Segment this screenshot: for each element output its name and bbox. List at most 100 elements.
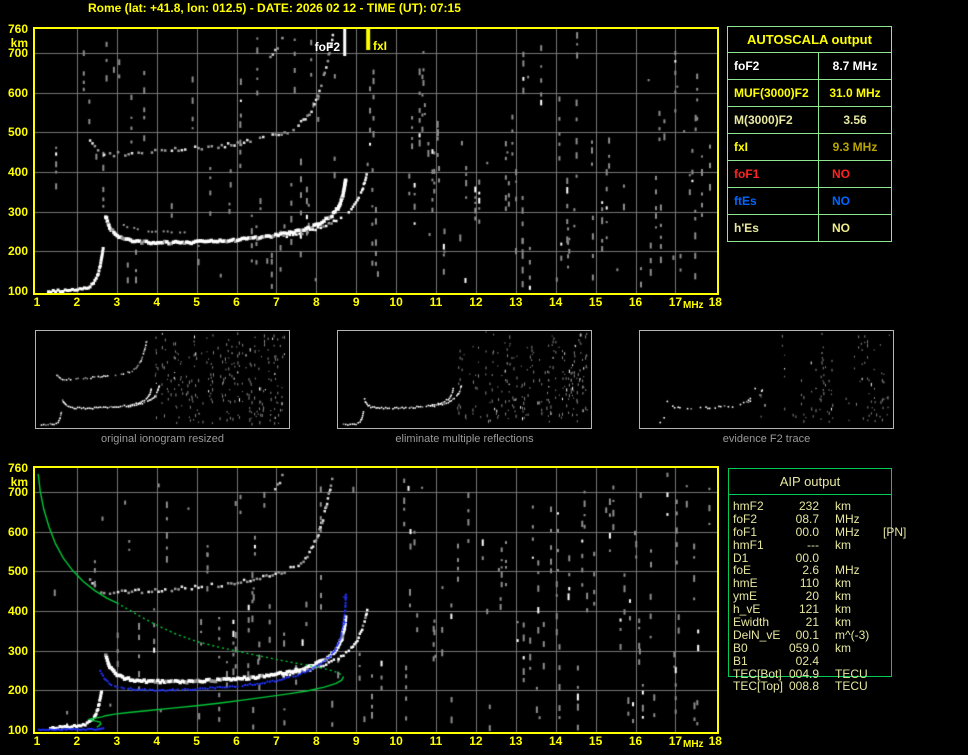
x-axis-tick-label: 3 [113, 295, 121, 309]
thumbnail-eliminate-canvas [338, 331, 591, 428]
aip-unit: km [835, 615, 851, 630]
x-axis-tick-label: 8 [312, 734, 320, 748]
aip-label: h_vE [733, 602, 761, 617]
aip-value: 121 [798, 602, 819, 617]
x-axis-tick-label: 18 [708, 295, 722, 309]
x-axis-tick-label: 4 [153, 295, 161, 309]
y-axis-tick-label: 300 [7, 643, 28, 658]
aip-row: h_vE 121 km [733, 603, 965, 616]
thumbnail-original-ionogram [35, 330, 290, 429]
aip-value: 00.0 [795, 550, 819, 565]
y-axis-tick-label: 760 [7, 22, 28, 36]
aip-label: B1 [733, 653, 748, 668]
x-axis-tick-label: 18 [708, 734, 722, 748]
aip-label: hmF1 [733, 537, 764, 552]
aip-label: foF2 [733, 511, 758, 526]
thumbnail-evidence-f2 [639, 330, 894, 429]
aip-value: --- [807, 537, 819, 552]
aip-label: hmE [733, 576, 758, 591]
aip-label: hmF2 [733, 499, 764, 513]
aip-output-box: AIP output [728, 468, 892, 677]
aip-unit: MHz [835, 563, 860, 578]
y-axis-tick-label: 700 [7, 484, 28, 499]
aip-unit: km [835, 537, 851, 552]
aip-value: 2.6 [802, 563, 819, 578]
autoscala-row: fxI 9.3 MHz [728, 134, 891, 161]
autoscala-row-label: fxI [728, 134, 819, 160]
y-axis-tick-label: 600 [7, 524, 28, 539]
x-axis-tick-label: 9 [352, 734, 360, 748]
x-axis-tick-label: 1 [33, 295, 41, 309]
aip-unit: km [835, 499, 851, 513]
y-axis-tick-label: 700 [7, 45, 28, 60]
autoscala-row: foF2 8.7 MHz [728, 53, 891, 80]
aip-row: B1 02.4 [733, 653, 965, 668]
autoscala-row: M(3000)F2 3.56 [728, 107, 891, 134]
aip-unit: MHz [835, 524, 860, 539]
aip-value: 02.4 [795, 653, 819, 668]
x-axis-tick-label: 6 [233, 734, 240, 748]
y-axis-tick-label: 100 [7, 723, 28, 737]
x-axis-tick-label: 11 [429, 734, 443, 748]
y-axis-unit-bottom: km [10, 475, 28, 489]
aip-label: B0 [733, 640, 748, 655]
autoscala-row-value: 3.56 [843, 113, 867, 127]
x-axis-tick-label: 4 [153, 734, 161, 748]
aip-value: 004.9 [788, 666, 819, 681]
autoscala-row-label: MUF(3000)F2 [728, 80, 819, 106]
x-axis-tick-label: 10 [389, 734, 403, 748]
thumbnail-evidence-canvas [640, 331, 893, 428]
aip-row: B0 059.0 km [733, 640, 965, 655]
y-axis-tick-label: 100 [7, 284, 28, 298]
aip-label: foF1 [733, 524, 758, 539]
y-axis-tick-label: 500 [7, 564, 28, 579]
x-axis-unit-bottom: MHz [683, 739, 704, 750]
y-axis-tick-label: 600 [7, 85, 28, 100]
autoscala-row-label: foF1 [728, 161, 819, 187]
autoscala-row-value: NO [832, 167, 850, 181]
aip-extra: [PN] [883, 524, 907, 539]
aip-label: DelN_vE [733, 627, 781, 642]
aip-row: TEC[Top] 008.8 TECU [733, 680, 965, 693]
aip-label: foE [733, 563, 752, 578]
autoscala-row-value: NO [832, 194, 850, 208]
x-axis-tick-label: 1 [33, 734, 41, 748]
x-axis-tick-label: 17 [668, 295, 683, 309]
aip-row: Ewidth 21 km [733, 616, 965, 629]
thumbnail-eliminate-reflections [337, 330, 592, 429]
x-axis-unit-top: MHz [683, 300, 704, 311]
y-axis-tick-label: 760 [7, 461, 28, 475]
aip-unit: km [835, 576, 851, 591]
x-axis-tick-label: 7 [273, 295, 280, 309]
fxi-marker-label: fxI [373, 39, 388, 53]
page-title: Rome (lat: +41.8, lon: 012.5) - DATE: 20… [88, 1, 461, 15]
aip-value: 059.0 [788, 640, 819, 655]
x-axis-tick-label: 9 [352, 295, 360, 309]
aip-value: 00.0 [795, 524, 819, 539]
autoscala-table-title: AUTOSCALA output [728, 27, 891, 53]
x-axis-tick-label: 5 [193, 734, 200, 748]
x-axis-tick-label: 6 [233, 295, 240, 309]
x-axis-tick-label: 15 [588, 295, 603, 309]
autoscala-row-value: 8.7 MHz [832, 59, 878, 73]
aip-row: D1 00.0 [733, 550, 965, 565]
aip-value: 008.8 [788, 679, 819, 694]
aip-row: DelN_vE 00.1 m^(-3) [733, 629, 965, 642]
aip-table-title: AIP output [729, 469, 891, 495]
aip-value: 20 [805, 589, 819, 604]
aip-label: Ewidth [733, 615, 770, 630]
aip-unit: m^(-3) [835, 627, 870, 642]
x-axis-tick-label: 10 [389, 295, 403, 309]
thumbnail-original-canvas [36, 331, 289, 428]
x-axis-tick-label: 14 [549, 734, 563, 748]
aip-unit: km [835, 640, 851, 655]
x-axis-tick-label: 17 [668, 734, 683, 748]
fof2-marker-label: foF2 [314, 40, 340, 54]
autoscala-row-value: 9.3 MHz [832, 140, 878, 154]
x-axis-tick-label: 2 [73, 734, 81, 748]
aip-row: foF2 08.7 MHz [733, 511, 965, 526]
x-axis-tick-label: 11 [429, 295, 443, 309]
aip-unit: TECU [835, 679, 868, 694]
autoscala-row-label: M(3000)F2 [728, 107, 819, 133]
